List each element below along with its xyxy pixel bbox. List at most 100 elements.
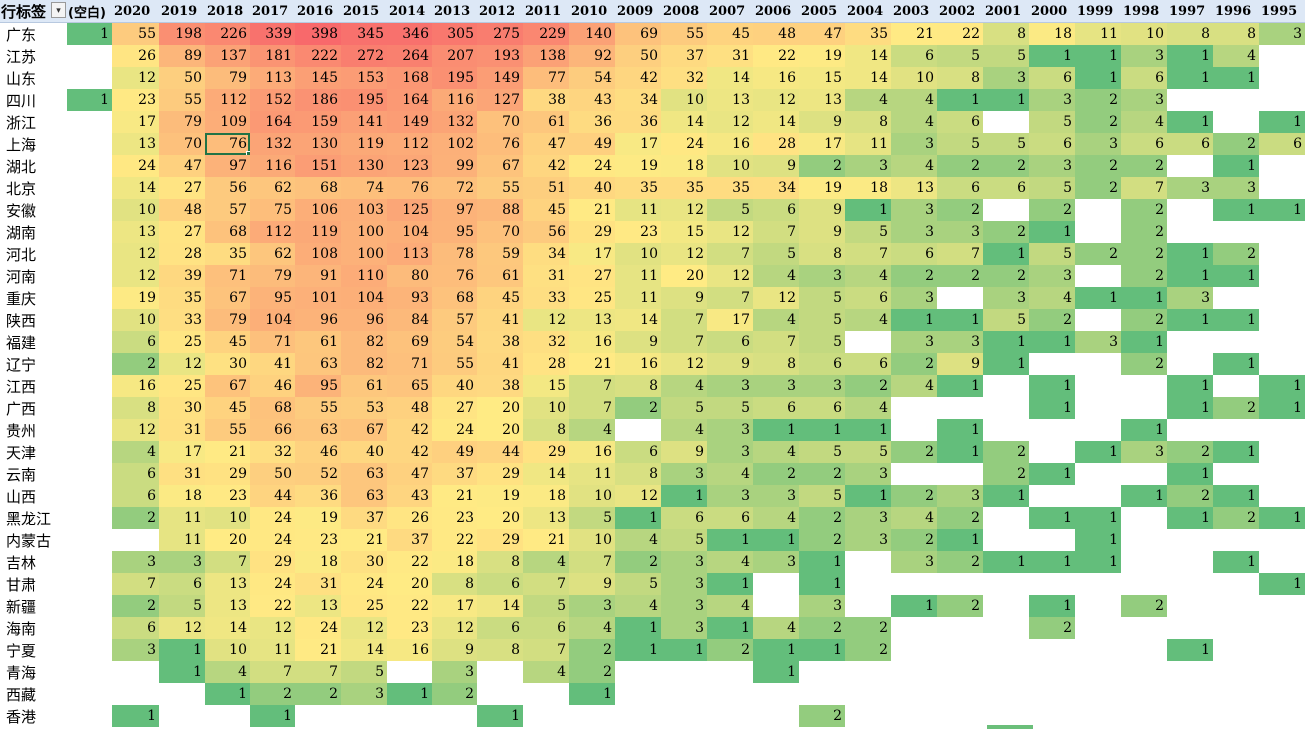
data-cell[interactable] — [615, 705, 661, 727]
data-cell[interactable]: 4 — [845, 397, 891, 419]
data-cell[interactable]: 4 — [845, 265, 891, 287]
column-header-2012[interactable]: 2012 — [477, 0, 523, 23]
data-cell[interactable] — [983, 595, 1029, 617]
data-cell[interactable] — [112, 661, 159, 683]
data-cell[interactable]: 1 — [1121, 287, 1167, 309]
data-cell[interactable]: 12 — [159, 353, 205, 375]
data-cell[interactable]: 5 — [799, 485, 845, 507]
data-cell[interactable]: 4 — [615, 595, 661, 617]
data-cell[interactable] — [937, 287, 983, 309]
fill-handle[interactable] — [246, 151, 250, 155]
data-cell[interactable]: 2 — [983, 441, 1029, 463]
data-cell[interactable]: 6 — [707, 507, 753, 529]
data-cell[interactable]: 1 — [1213, 155, 1259, 177]
data-cell[interactable]: 37 — [432, 463, 477, 485]
data-cell[interactable]: 6 — [753, 199, 799, 221]
data-cell[interactable]: 6 — [112, 485, 159, 507]
data-cell[interactable] — [67, 595, 112, 617]
data-cell[interactable]: 2 — [983, 155, 1029, 177]
data-cell[interactable] — [1213, 595, 1259, 617]
data-cell[interactable]: 2 — [753, 463, 799, 485]
data-cell[interactable]: 2 — [1121, 221, 1167, 243]
data-cell[interactable]: 1 — [845, 485, 891, 507]
data-cell[interactable]: 3 — [661, 595, 707, 617]
data-cell[interactable]: 5 — [569, 507, 615, 529]
data-cell[interactable]: 1 — [707, 573, 753, 595]
data-cell[interactable]: 61 — [523, 111, 569, 133]
data-cell[interactable]: 1 — [250, 705, 295, 727]
data-cell[interactable]: 59 — [477, 243, 523, 265]
data-cell[interactable]: 11 — [159, 507, 205, 529]
data-cell[interactable] — [1121, 705, 1167, 727]
data-cell[interactable]: 19 — [615, 155, 661, 177]
data-cell[interactable]: 10 — [1121, 22, 1167, 45]
data-cell[interactable]: 76 — [205, 133, 250, 155]
data-cell[interactable]: 35 — [707, 177, 753, 199]
data-cell[interactable] — [67, 463, 112, 485]
data-cell[interactable]: 2 — [569, 661, 615, 683]
data-cell[interactable]: 4 — [205, 661, 250, 683]
data-cell[interactable]: 1 — [1167, 397, 1213, 419]
row-labels-header[interactable]: 行标签 ▾ — [0, 0, 67, 23]
data-cell[interactable]: 42 — [523, 155, 569, 177]
data-cell[interactable]: 8 — [615, 463, 661, 485]
data-cell[interactable] — [983, 705, 1029, 727]
data-cell[interactable]: 2 — [799, 507, 845, 529]
data-cell[interactable] — [67, 221, 112, 243]
data-cell[interactable] — [1029, 419, 1075, 441]
row-label[interactable]: 甘肃 — [0, 573, 67, 595]
data-cell[interactable]: 1 — [937, 441, 983, 463]
data-cell[interactable]: 1 — [707, 617, 753, 639]
data-cell[interactable] — [67, 155, 112, 177]
data-cell[interactable]: 22 — [387, 551, 432, 573]
data-cell[interactable]: 4 — [753, 617, 799, 639]
data-cell[interactable]: 3 — [1029, 265, 1075, 287]
data-cell[interactable]: 23 — [295, 529, 341, 551]
data-cell[interactable]: 106 — [295, 199, 341, 221]
data-cell[interactable]: 44 — [250, 485, 295, 507]
data-cell[interactable]: 19 — [477, 485, 523, 507]
data-cell[interactable]: 54 — [569, 67, 615, 89]
data-cell[interactable]: 226 — [205, 22, 250, 45]
data-cell[interactable]: 25 — [341, 595, 387, 617]
data-cell[interactable]: 3 — [707, 485, 753, 507]
data-cell[interactable]: 48 — [753, 22, 799, 45]
column-header-2011[interactable]: 2011 — [523, 0, 569, 23]
data-cell[interactable]: 4 — [661, 419, 707, 441]
data-cell[interactable]: 67 — [205, 375, 250, 397]
data-cell[interactable]: 130 — [341, 155, 387, 177]
data-cell[interactable] — [1075, 309, 1121, 331]
data-cell[interactable]: 1 — [1167, 265, 1213, 287]
data-cell[interactable]: 42 — [387, 419, 432, 441]
column-header-2008[interactable]: 2008 — [661, 0, 707, 23]
data-cell[interactable]: 193 — [477, 45, 523, 67]
data-cell[interactable] — [983, 397, 1029, 419]
data-cell[interactable] — [1075, 397, 1121, 419]
data-cell[interactable]: 7 — [112, 573, 159, 595]
data-cell[interactable]: 12 — [707, 265, 753, 287]
data-cell[interactable]: 3 — [891, 199, 937, 221]
data-cell[interactable]: 1 — [67, 89, 112, 111]
data-cell[interactable] — [1259, 67, 1305, 89]
data-cell[interactable]: 1 — [1029, 375, 1075, 397]
data-cell[interactable]: 8 — [937, 67, 983, 89]
column-header-2020[interactable]: 2020 — [112, 0, 159, 23]
data-cell[interactable]: 2 — [1213, 397, 1259, 419]
data-cell[interactable]: 2 — [1075, 111, 1121, 133]
data-cell[interactable]: 3 — [661, 551, 707, 573]
data-cell[interactable]: 5 — [753, 243, 799, 265]
row-label[interactable]: 安徽 — [0, 199, 67, 221]
data-cell[interactable]: 5 — [523, 595, 569, 617]
data-cell[interactable]: 35 — [661, 177, 707, 199]
data-cell[interactable] — [1075, 705, 1121, 727]
data-cell[interactable]: 10 — [205, 639, 250, 661]
data-cell[interactable] — [1259, 639, 1305, 661]
data-cell[interactable] — [1075, 353, 1121, 375]
data-cell[interactable]: 1 — [1259, 199, 1305, 221]
data-cell[interactable]: 1 — [937, 529, 983, 551]
data-cell[interactable]: 11 — [250, 639, 295, 661]
data-cell[interactable]: 50 — [250, 463, 295, 485]
data-cell[interactable]: 14 — [112, 177, 159, 199]
data-cell[interactable]: 47 — [799, 22, 845, 45]
data-cell[interactable]: 6 — [477, 617, 523, 639]
